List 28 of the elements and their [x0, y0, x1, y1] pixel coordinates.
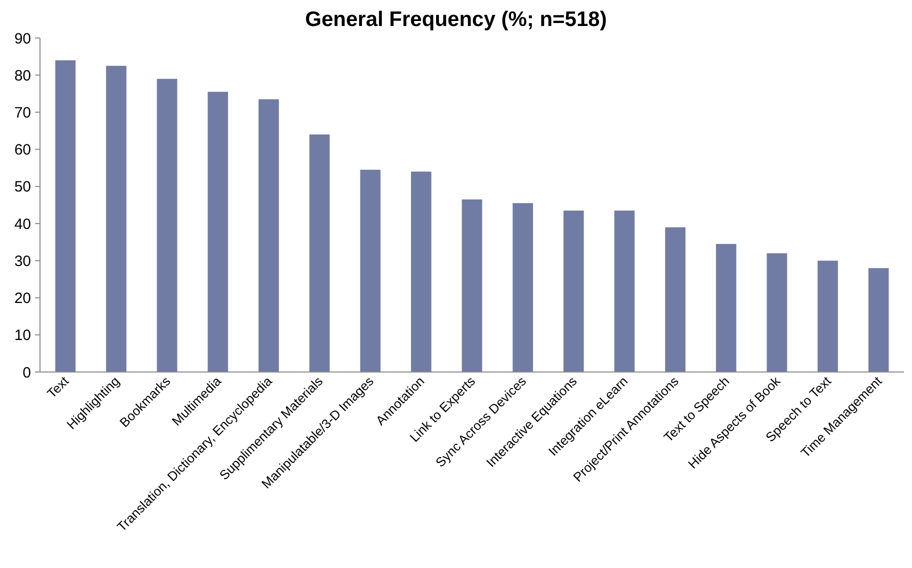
bar	[868, 268, 889, 372]
bar	[818, 260, 838, 372]
y-tick-label: 0	[22, 364, 31, 382]
y-tick-label: 20	[14, 290, 31, 308]
y-tick-label: 30	[14, 252, 31, 270]
y-tick-label: 50	[14, 178, 31, 196]
bar	[208, 92, 228, 372]
bar	[563, 210, 584, 372]
bar	[55, 60, 76, 372]
bar	[411, 172, 432, 372]
y-tick-label: 60	[14, 142, 31, 159]
bar	[156, 78, 178, 372]
bar	[614, 210, 635, 372]
y-tick-label: 90	[14, 30, 31, 48]
y-tick-label: 80	[14, 67, 31, 84]
y-tick-label: 40	[14, 216, 31, 233]
bar	[258, 99, 279, 372]
bar	[766, 253, 788, 372]
bar	[106, 66, 126, 372]
y-tick-label: 10	[14, 327, 31, 344]
y-tick-label: 70	[14, 104, 31, 122]
bar	[309, 134, 330, 372]
bar	[462, 199, 482, 372]
bar	[360, 170, 381, 372]
chart-title: General Frequency (%; n=518)	[305, 8, 607, 31]
bar	[665, 227, 686, 372]
bar	[512, 203, 533, 372]
bar	[716, 244, 736, 372]
